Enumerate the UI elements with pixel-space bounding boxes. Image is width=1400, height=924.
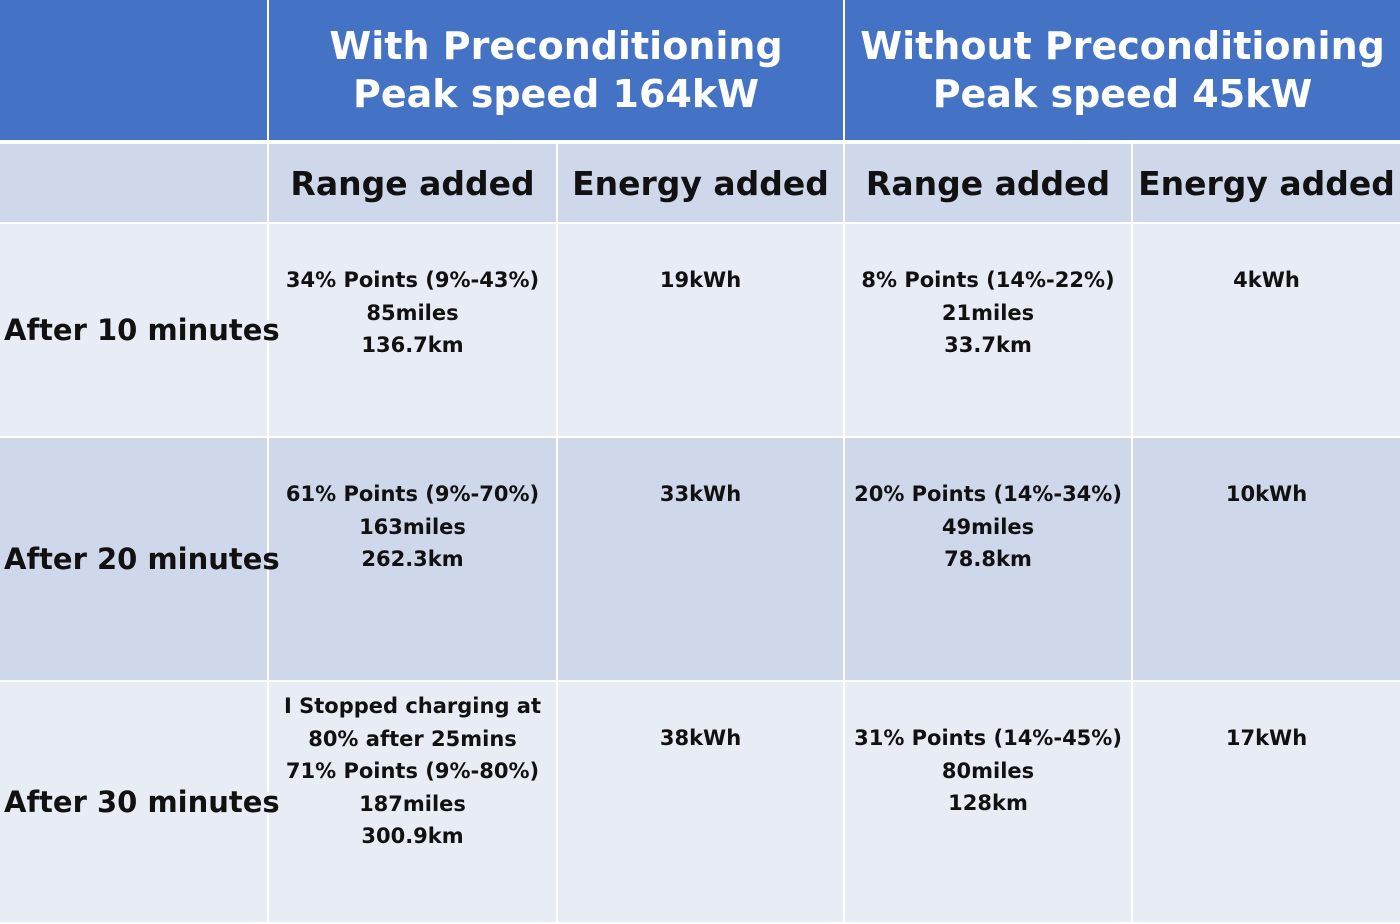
subheader-energy-with: Energy added xyxy=(557,142,846,224)
header-without-preconditioning: Without Preconditioning Peak speed 45kW xyxy=(844,0,1400,144)
range-km: 262.3km xyxy=(361,547,464,571)
range-km: 33.7km xyxy=(944,333,1032,357)
with-energy-cell: 33kWh xyxy=(557,437,846,682)
range-km: 300.9km xyxy=(361,824,464,848)
subheader-row: Range added Energy added Range added Ene… xyxy=(0,142,1400,224)
range-miles: 163miles xyxy=(359,514,466,539)
range-miles: 21miles xyxy=(941,300,1035,325)
range-miles: 187miles xyxy=(359,791,466,816)
row-label: After 10 minutes xyxy=(0,223,280,438)
with-range-cell: 61% Points (9%-70%) 163miles 262.3km xyxy=(268,437,558,682)
header-with-preconditioning: With Preconditioning Peak speed 164kW xyxy=(268,0,846,144)
subheader-empty-cell xyxy=(0,142,269,224)
range-points: 8% Points (14%-22%) xyxy=(861,268,1115,292)
range-km: 78.8km xyxy=(944,547,1032,571)
range-miles: 85miles xyxy=(366,300,459,325)
with-range-cell: I Stopped charging at 80% after 25mins 7… xyxy=(268,681,558,924)
without-range-cell: 8% Points (14%-22%) 21miles 33.7km xyxy=(844,223,1134,438)
table-row-20-minutes: After 20 minutes 61% Points (9%-70%) 163… xyxy=(0,437,1400,682)
with-energy-cell: 19kWh xyxy=(557,223,846,438)
range-note: I Stopped charging at xyxy=(283,694,542,718)
range-miles: 80miles xyxy=(941,758,1035,783)
without-energy-cell: 4kWh xyxy=(1132,223,1400,438)
header-without-title: Without Preconditioning xyxy=(860,24,1385,68)
subheader-range-with: Range added xyxy=(268,142,558,224)
subheader-range-without: Range added xyxy=(844,142,1134,224)
row-label: After 30 minutes xyxy=(0,681,280,924)
header-empty-cell xyxy=(0,0,269,144)
header-row: With Preconditioning Peak speed 164kW Wi… xyxy=(0,0,1400,144)
row-label: After 20 minutes xyxy=(0,437,280,682)
range-note: 80% after 25mins xyxy=(308,726,517,751)
range-points: 71% Points (9%-80%) xyxy=(285,759,540,783)
without-energy-cell: 10kWh xyxy=(1132,437,1400,682)
table-row-30-minutes: After 30 minutes I Stopped charging at 8… xyxy=(0,681,1400,924)
range-km: 128km xyxy=(948,791,1028,815)
range-miles: 49miles xyxy=(941,514,1035,539)
without-energy-cell: 17kWh xyxy=(1132,681,1400,924)
range-points: 61% Points (9%-70%) xyxy=(285,482,540,506)
without-range-cell: 20% Points (14%-34%) 49miles 78.8km xyxy=(844,437,1134,682)
header-with-title: With Preconditioning xyxy=(329,24,783,68)
table-row-10-minutes: After 10 minutes 34% Points (9%-43%) 85m… xyxy=(0,223,1400,438)
subheader-energy-without: Energy added xyxy=(1132,142,1400,224)
with-range-cell: 34% Points (9%-43%) 85miles 136.7km xyxy=(268,223,558,438)
with-energy-cell: 38kWh xyxy=(557,681,846,924)
range-points: 31% Points (14%-45%) xyxy=(854,726,1122,750)
without-range-cell: 31% Points (14%-45%) 80miles 128km xyxy=(844,681,1134,924)
range-points: 34% Points (9%-43%) xyxy=(285,268,540,292)
range-km: 136.7km xyxy=(361,333,464,357)
header-with-peak-speed: Peak speed 164kW xyxy=(352,72,760,116)
header-without-peak-speed: Peak speed 45kW xyxy=(932,72,1313,116)
range-points: 20% Points (14%-34%) xyxy=(854,482,1122,506)
